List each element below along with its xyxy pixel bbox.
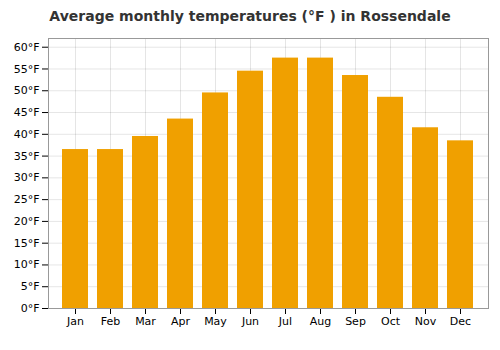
svg-text:60°F: 60°F [14, 41, 40, 54]
svg-text:10°F: 10°F [14, 258, 40, 271]
svg-text:5°F: 5°F [21, 280, 40, 293]
svg-text:Jul: Jul [278, 315, 292, 328]
svg-text:25°F: 25°F [14, 193, 40, 206]
svg-text:May: May [204, 315, 227, 328]
svg-text:40°F: 40°F [14, 128, 40, 141]
svg-text:20°F: 20°F [14, 215, 40, 228]
svg-text:Apr: Apr [171, 315, 191, 328]
html-text:Average monthly temperatures (: Average monthly temperatures (°F ) in Ro… [49, 8, 451, 24]
svg-text:Jan: Jan [66, 315, 84, 328]
svg-text:Mar: Mar [135, 315, 156, 328]
svg-text:0°F: 0°F [21, 302, 40, 315]
svg-text:30°F: 30°F [14, 171, 40, 184]
svg-text:45°F: 45°F [14, 106, 40, 119]
svg-text:Dec: Dec [450, 315, 471, 328]
svg-text:Jun: Jun [241, 315, 259, 328]
svg-text:Feb: Feb [101, 315, 120, 328]
svg-text:35°F: 35°F [14, 150, 40, 163]
svg-text:Oct: Oct [381, 315, 401, 328]
svg-text:Aug: Aug [310, 315, 331, 328]
svg-text:Nov: Nov [415, 315, 437, 328]
svg-text:50°F: 50°F [14, 84, 40, 97]
svg-text:15°F: 15°F [14, 237, 40, 250]
svg-text:Sep: Sep [345, 315, 366, 328]
svg-text:55°F: 55°F [14, 63, 40, 76]
